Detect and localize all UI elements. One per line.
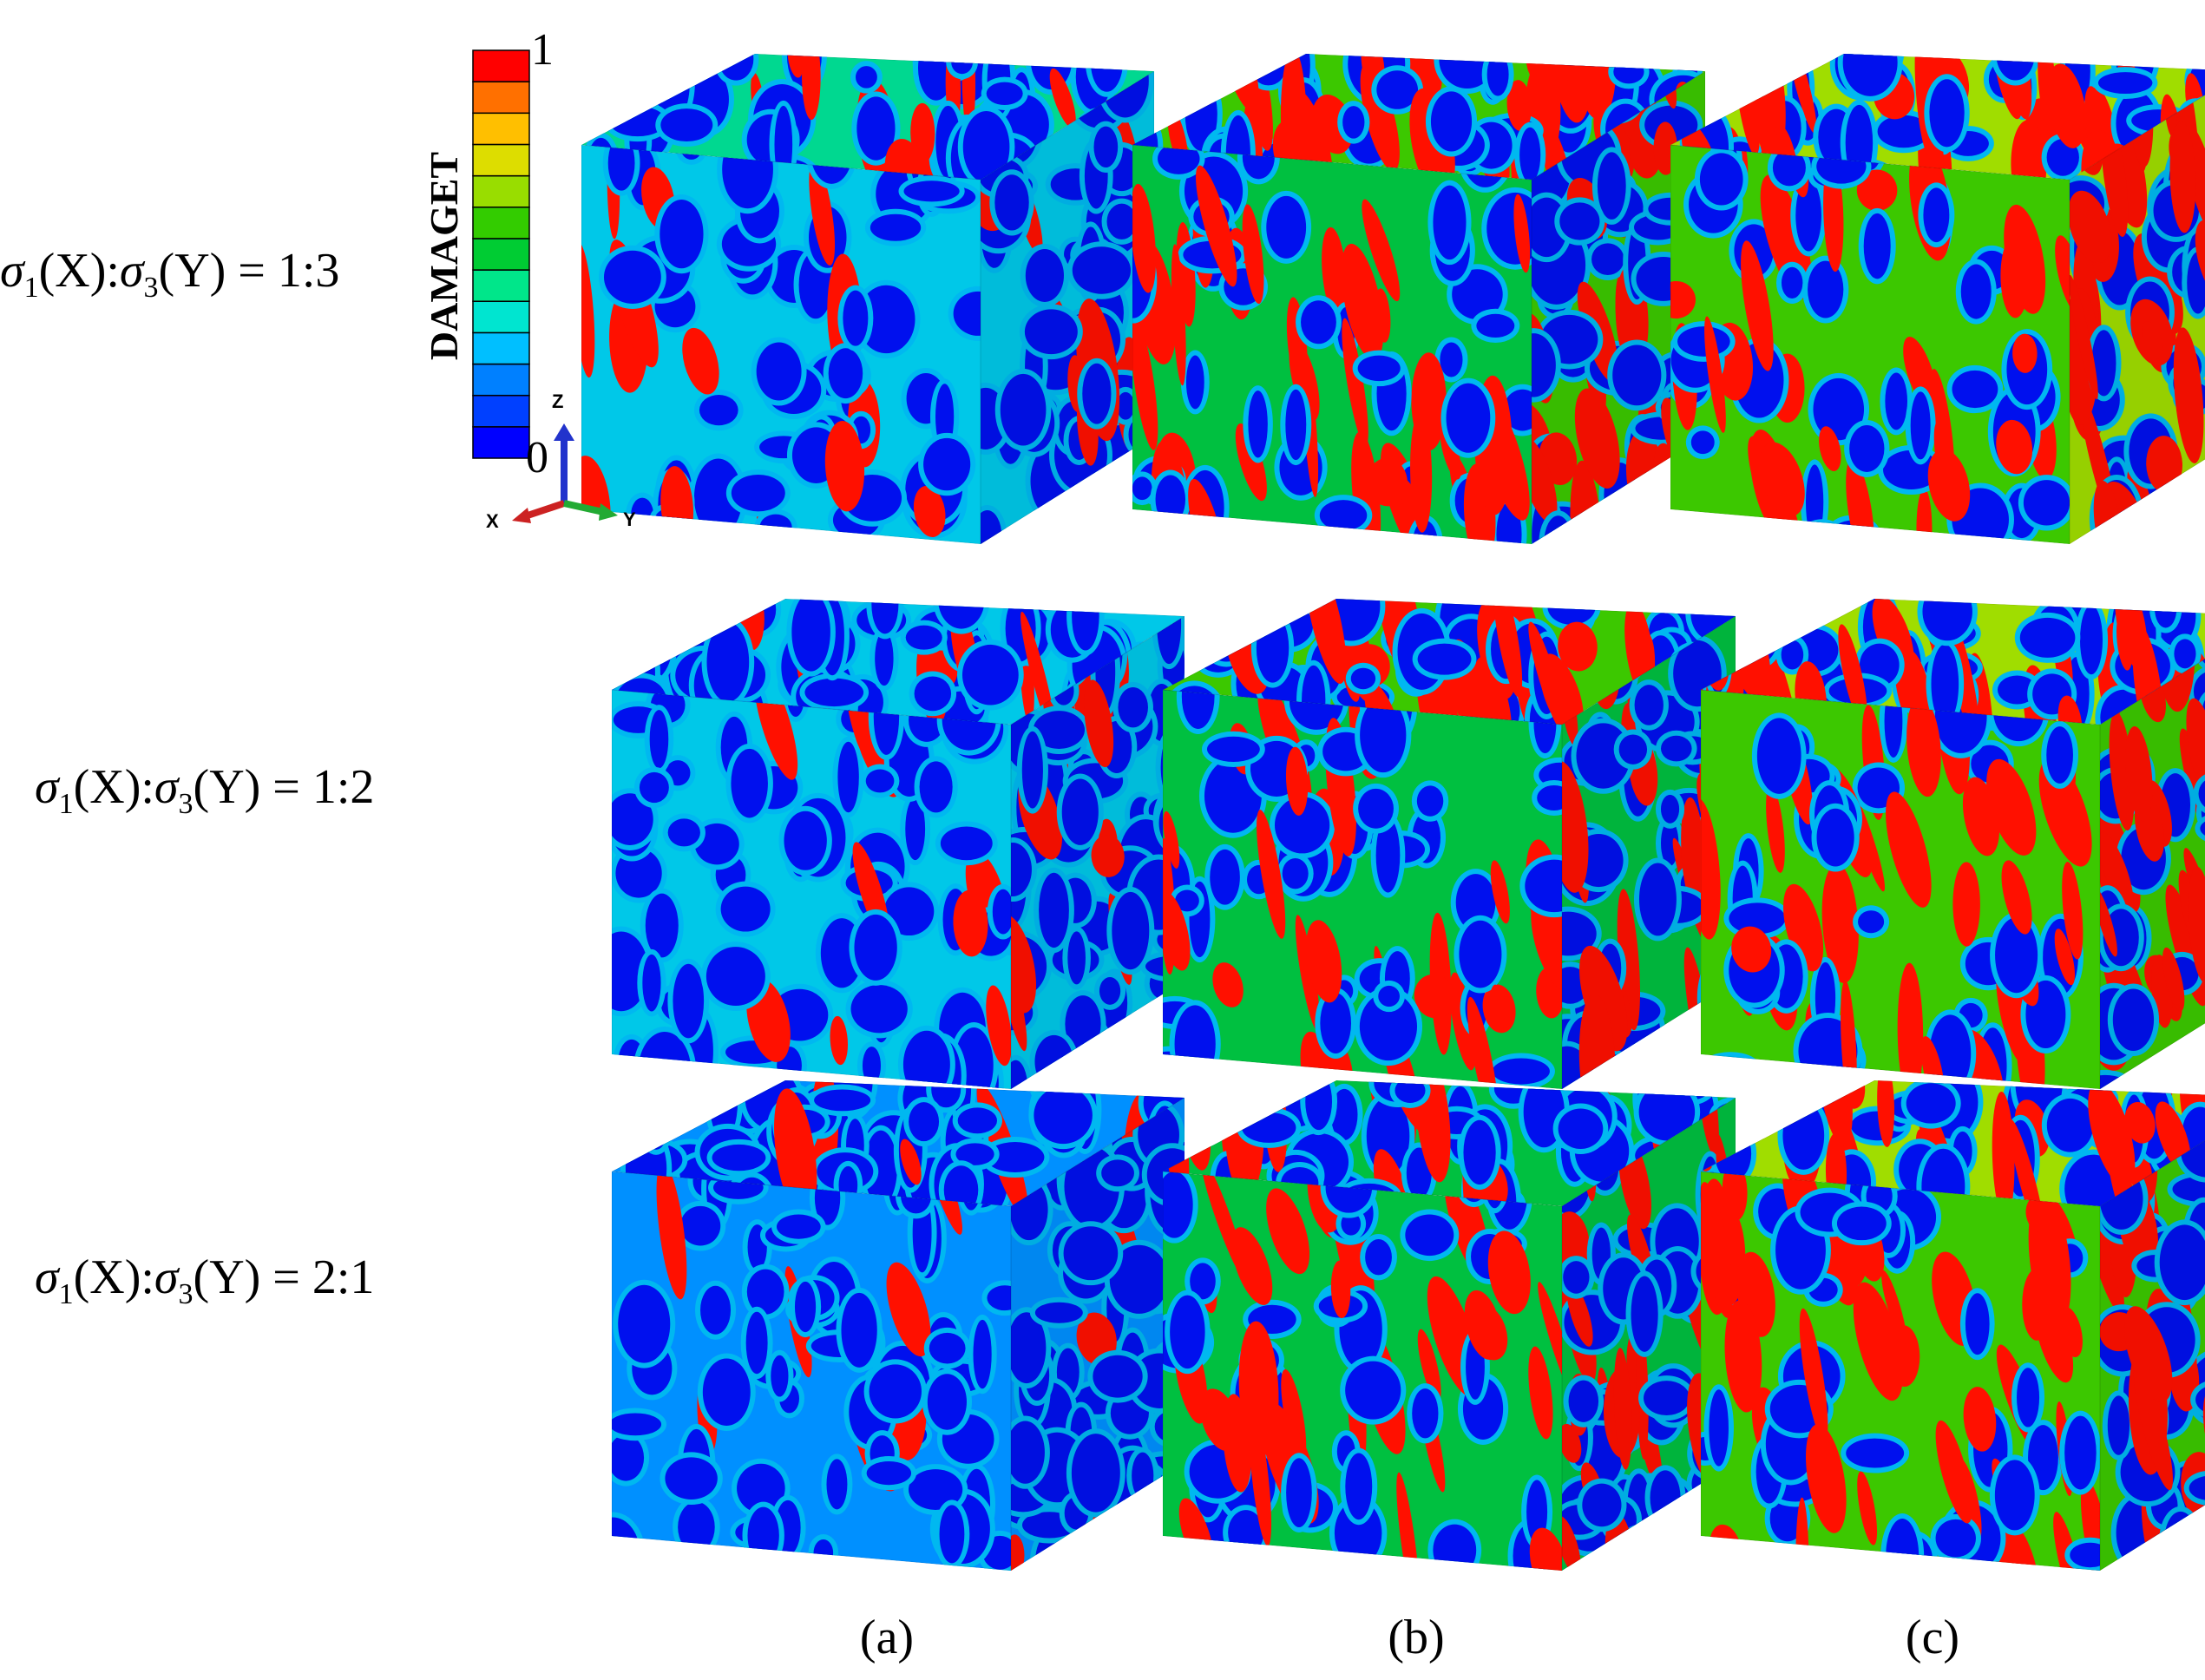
cube-1-a-left-face xyxy=(581,145,981,544)
legend-title: DAMAGET xyxy=(422,151,466,361)
legend-min-label: 0 xyxy=(526,433,548,482)
legend-swatch xyxy=(472,269,530,302)
row-label-1: σ1(X):σ3(Y) = 1:3 xyxy=(0,244,340,305)
cube-2-c-left-face xyxy=(1701,690,2100,1089)
triad-y-head xyxy=(599,503,618,521)
triad-z-label: Z xyxy=(552,390,564,412)
legend-swatch xyxy=(472,81,530,115)
column-label-c: (c) xyxy=(1905,1611,1960,1664)
triad-x-label: X xyxy=(486,510,499,532)
legend-swatch xyxy=(472,426,530,459)
legend-max-label: 1 xyxy=(531,25,554,75)
triad-y-arrow xyxy=(563,500,604,515)
cube-2-a-top-face xyxy=(612,599,1185,725)
row-label-2: σ1(X):σ3(Y) = 1:2 xyxy=(35,760,375,821)
legend-swatch xyxy=(472,238,530,271)
cube-3-b-left-face xyxy=(1163,1171,1562,1571)
row-label-3: σ1(X):σ3(Y) = 2:1 xyxy=(35,1250,375,1311)
column-label-a: (a) xyxy=(859,1611,915,1664)
cube-2-b-left-face xyxy=(1163,690,1562,1089)
triad-x-head xyxy=(512,508,531,523)
triad-z-head xyxy=(554,423,574,441)
legend-swatch xyxy=(472,207,530,240)
cube-1-b-right-face xyxy=(1532,71,1705,544)
legend-swatch xyxy=(472,143,530,177)
cube-1-c-left-face xyxy=(1670,145,2070,544)
triad-y-label: Y xyxy=(623,509,636,530)
legend-swatch xyxy=(472,331,530,365)
triad-x-arrow xyxy=(523,500,566,520)
cube-3-c-left-face xyxy=(1701,1171,2100,1571)
legend-swatch xyxy=(472,394,530,428)
cube-2-a-left-face xyxy=(612,690,1011,1089)
cube-1-b-left-face xyxy=(1132,145,1532,544)
legend-swatch xyxy=(472,49,530,82)
column-label-b: (b) xyxy=(1388,1611,1445,1664)
